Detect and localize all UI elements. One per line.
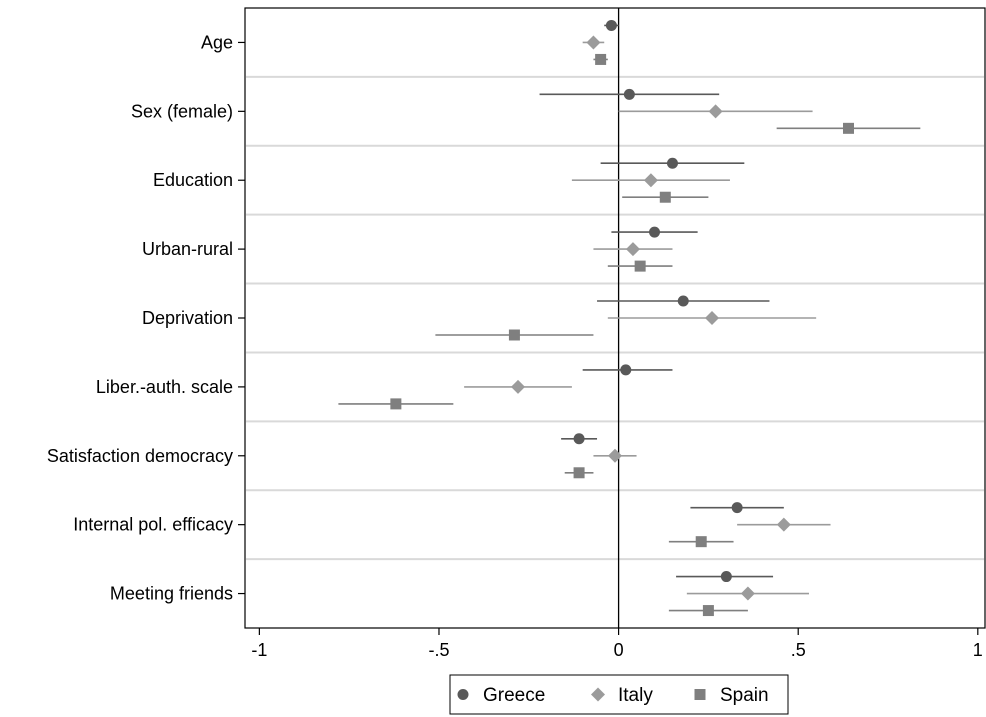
y-tick-label: Meeting friends	[110, 584, 233, 604]
legend-marker	[591, 687, 605, 702]
legend-label: Spain	[720, 685, 769, 706]
point-estimate	[508, 329, 520, 341]
point-estimate	[643, 173, 658, 188]
y-tick-label: Urban-rural	[142, 239, 233, 259]
x-tick-label: 1	[973, 640, 983, 660]
legend-box	[449, 674, 789, 715]
point-estimate	[842, 122, 854, 134]
x-tick-label: .5	[791, 640, 806, 660]
point-estimate	[634, 260, 646, 272]
legend-marker	[457, 689, 469, 700]
point-estimate	[649, 226, 661, 238]
point-estimate	[573, 467, 585, 479]
data-marks	[338, 19, 921, 617]
legend-label: Greece	[483, 685, 545, 706]
row-separators	[246, 75, 984, 561]
point-estimate	[586, 35, 601, 50]
legend-item: Spain	[694, 685, 769, 706]
point-estimate	[677, 295, 689, 307]
point-estimate	[731, 502, 743, 514]
series-greece	[539, 19, 784, 583]
point-estimate	[702, 605, 714, 617]
y-tick-label: Internal pol. efficacy	[73, 515, 233, 535]
y-axis: Age Sex (female) Education Urban-rural Depri…	[47, 32, 245, 604]
point-estimate	[511, 379, 526, 394]
legend-item: Italy	[591, 685, 653, 706]
point-estimate	[623, 88, 635, 100]
point-estimate	[708, 104, 723, 119]
series-spain	[338, 53, 921, 617]
point-estimate	[776, 517, 791, 532]
point-estimate	[605, 19, 617, 31]
y-tick-label: Education	[153, 170, 233, 190]
point-estimate	[666, 157, 678, 169]
series-italy	[464, 35, 831, 601]
point-estimate	[704, 311, 719, 325]
x-tick-label: -.5	[428, 640, 449, 660]
legend-item: Greece	[457, 685, 545, 706]
y-tick-label: Deprivation	[142, 308, 233, 328]
point-estimate	[695, 536, 707, 548]
legend-marker	[694, 689, 706, 700]
x-tick-label: -1	[251, 640, 267, 660]
point-estimate	[620, 364, 632, 376]
point-estimate	[608, 448, 622, 463]
legend: Greece Italy Spain	[449, 674, 789, 715]
legend-label: Italy	[618, 685, 653, 706]
y-tick-label: Age	[201, 32, 233, 52]
point-estimate	[595, 53, 607, 65]
point-estimate	[625, 242, 640, 257]
x-tick-label: 0	[614, 640, 624, 660]
x-axis: -1 -.5 0 .5 1	[251, 628, 983, 660]
y-tick-label: Sex (female)	[131, 101, 233, 121]
point-estimate	[390, 398, 402, 410]
point-estimate	[720, 571, 732, 583]
point-estimate	[659, 191, 671, 203]
point-estimate	[740, 586, 755, 601]
point-estimate	[573, 433, 585, 445]
y-tick-label: Satisfaction democracy	[47, 446, 233, 466]
y-tick-label: Liber.-auth. scale	[96, 377, 233, 397]
